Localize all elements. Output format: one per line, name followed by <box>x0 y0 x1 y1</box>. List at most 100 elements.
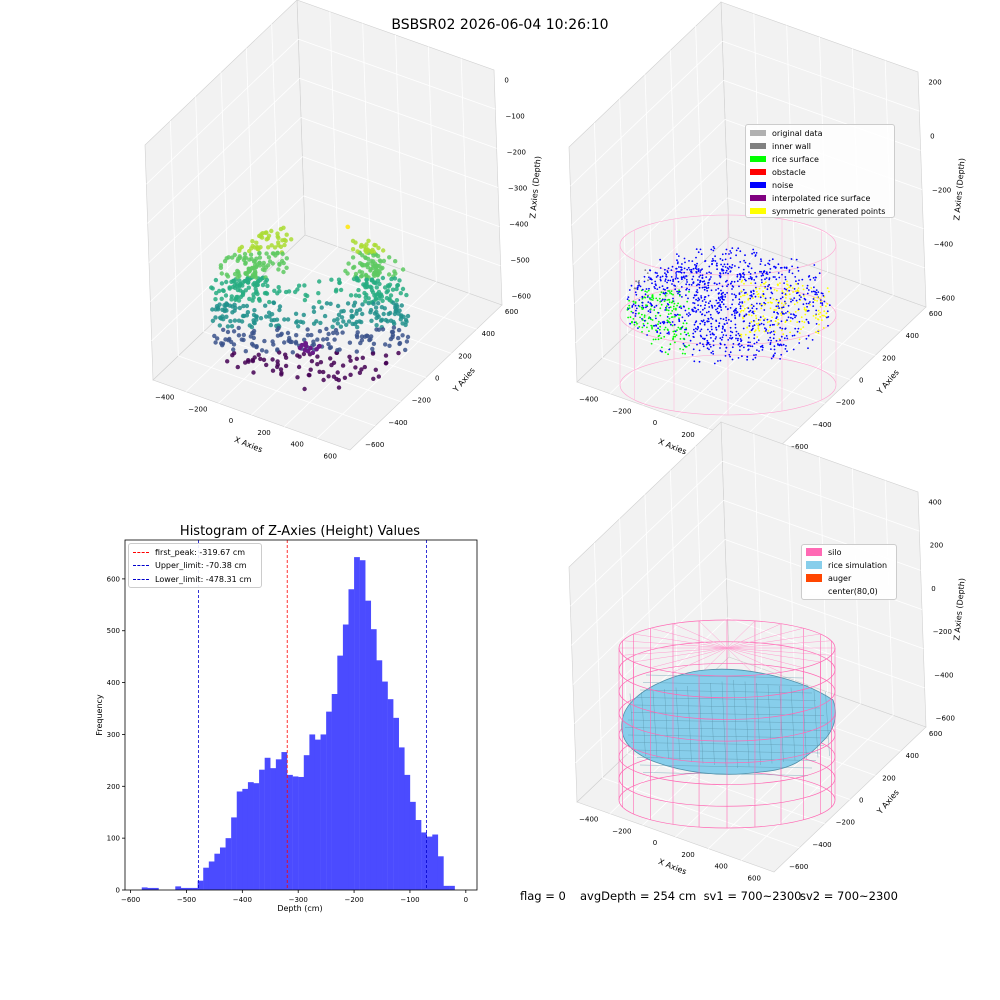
legend-label: rice simulation <box>828 560 888 570</box>
legend-label: Upper_limit: -70.38 cm <box>155 561 247 570</box>
legend-swatch <box>750 130 766 136</box>
histogram-title: Histogram of Z-Axies (Height) Values <box>179 524 421 539</box>
legend-swatch <box>750 182 766 188</box>
histogram-bar <box>348 589 355 890</box>
histogram-bar <box>247 782 254 890</box>
histogram-xtick-label: −500 <box>177 896 196 904</box>
histogram-ylabel: Frequency <box>95 694 104 736</box>
histogram-bar <box>192 887 198 890</box>
legend-entry: noise <box>750 179 793 191</box>
histogram-bar <box>326 711 332 890</box>
histogram-bar <box>426 836 433 890</box>
legend-swatch <box>806 587 822 595</box>
histogram-legend: first_peak: -319.67 cm Upper_limit: -70.3… <box>128 543 262 588</box>
legend-entry: obstacle <box>750 166 806 178</box>
legend-label: interpolated rice surface <box>772 193 871 203</box>
histogram-bar <box>404 774 411 890</box>
histogram-bar <box>242 788 249 890</box>
legend-swatch <box>806 561 822 569</box>
legend-entry: Lower_limit: -478.31 cm <box>133 573 251 585</box>
histogram-bar <box>152 887 159 890</box>
legend-swatch <box>750 143 766 149</box>
histogram-bar <box>292 776 299 890</box>
histogram-xtick-label: −600 <box>121 896 140 904</box>
histogram-bar <box>370 629 377 890</box>
histogram-bar <box>382 681 388 890</box>
histogram-bar <box>449 885 455 890</box>
histogram-bar <box>141 887 148 890</box>
histogram-bar <box>231 817 237 890</box>
legend-label: symmetric generated points <box>772 206 886 216</box>
histogram-bar <box>354 557 360 890</box>
histogram-bar <box>197 880 204 890</box>
histogram-bar <box>281 752 288 890</box>
legend-swatch <box>133 578 149 580</box>
legend-label: center(80,0) <box>828 586 878 596</box>
classify-legend: original data inner wall rice surface obsta… <box>745 124 895 218</box>
legend-entry: silo <box>806 546 842 558</box>
histogram-bar <box>225 838 232 890</box>
histogram-bar <box>219 847 226 890</box>
flag-text: flag = 0 <box>520 889 566 903</box>
histogram-ytick-label: 0 <box>116 887 120 895</box>
legend-entry: rice surface <box>750 153 819 165</box>
legend-swatch <box>806 574 822 582</box>
histogram-ytick-label: 300 <box>107 731 120 739</box>
histogram-bar <box>208 861 215 890</box>
legend-label: silo <box>828 547 842 557</box>
legend-entry: inner wall <box>750 140 811 152</box>
histogram-bar <box>342 624 349 890</box>
legend-entry: Upper_limit: -70.38 cm <box>133 560 247 572</box>
histogram-ytick-label: 200 <box>107 783 120 791</box>
histogram-bar <box>393 717 399 890</box>
histogram-ytick-label: 500 <box>107 627 120 635</box>
histogram-bar <box>415 820 422 890</box>
histogram-bar <box>303 755 310 890</box>
histogram-xtick-label: −300 <box>289 896 308 904</box>
histogram-bar <box>387 699 394 890</box>
histogram-bar <box>259 769 265 890</box>
histogram-bar <box>437 856 444 890</box>
histogram-frame <box>124 539 478 891</box>
histogram-bar <box>432 834 439 890</box>
legend-label: noise <box>772 180 794 190</box>
legend-swatch <box>750 195 766 201</box>
sv2-text: sv2 = 700~2300 <box>800 889 898 903</box>
legend-entry: auger <box>806 572 851 584</box>
histogram-bar <box>314 739 321 890</box>
legend-swatch <box>133 565 149 566</box>
histogram-bar <box>270 768 277 890</box>
histogram-bar <box>359 560 366 890</box>
legend-label: first_peak: -319.67 cm <box>155 547 246 557</box>
legend-label: original data <box>772 128 823 138</box>
legend-entry: symmetric generated points <box>750 205 885 217</box>
histogram-bar <box>331 694 338 890</box>
histogram-bar <box>203 867 210 890</box>
histogram-bar <box>253 783 260 890</box>
legend-entry: rice simulation <box>806 559 887 571</box>
legend-label: auger <box>828 573 852 583</box>
histogram-bar <box>443 885 450 890</box>
legend-swatch <box>750 169 766 175</box>
histogram-bar <box>398 747 405 890</box>
histogram-bar <box>337 655 344 890</box>
histogram-ytick-label: 600 <box>107 575 120 583</box>
histogram-bar <box>147 887 154 890</box>
legend-entry: original data <box>750 127 822 139</box>
histogram-bar <box>275 759 282 890</box>
histogram-bar <box>409 801 416 890</box>
legend-label: obstacle <box>772 167 806 177</box>
histogram-bar <box>365 600 372 890</box>
histogram-bar <box>287 774 293 890</box>
histogram-bar <box>264 757 271 890</box>
legend-swatch <box>806 548 822 556</box>
histogram-xtick-label: −200 <box>344 896 363 904</box>
simulation-plot-title: 3D simulation of Silo Interior <box>631 524 817 539</box>
histogram-bar <box>214 853 221 890</box>
legend-swatch <box>750 156 766 162</box>
legend-entry: interpolated rice surface <box>750 192 870 204</box>
histogram-ytick-label: 100 <box>107 835 120 843</box>
histogram-bar <box>376 660 383 890</box>
histogram-xtick-label: −400 <box>233 896 252 904</box>
